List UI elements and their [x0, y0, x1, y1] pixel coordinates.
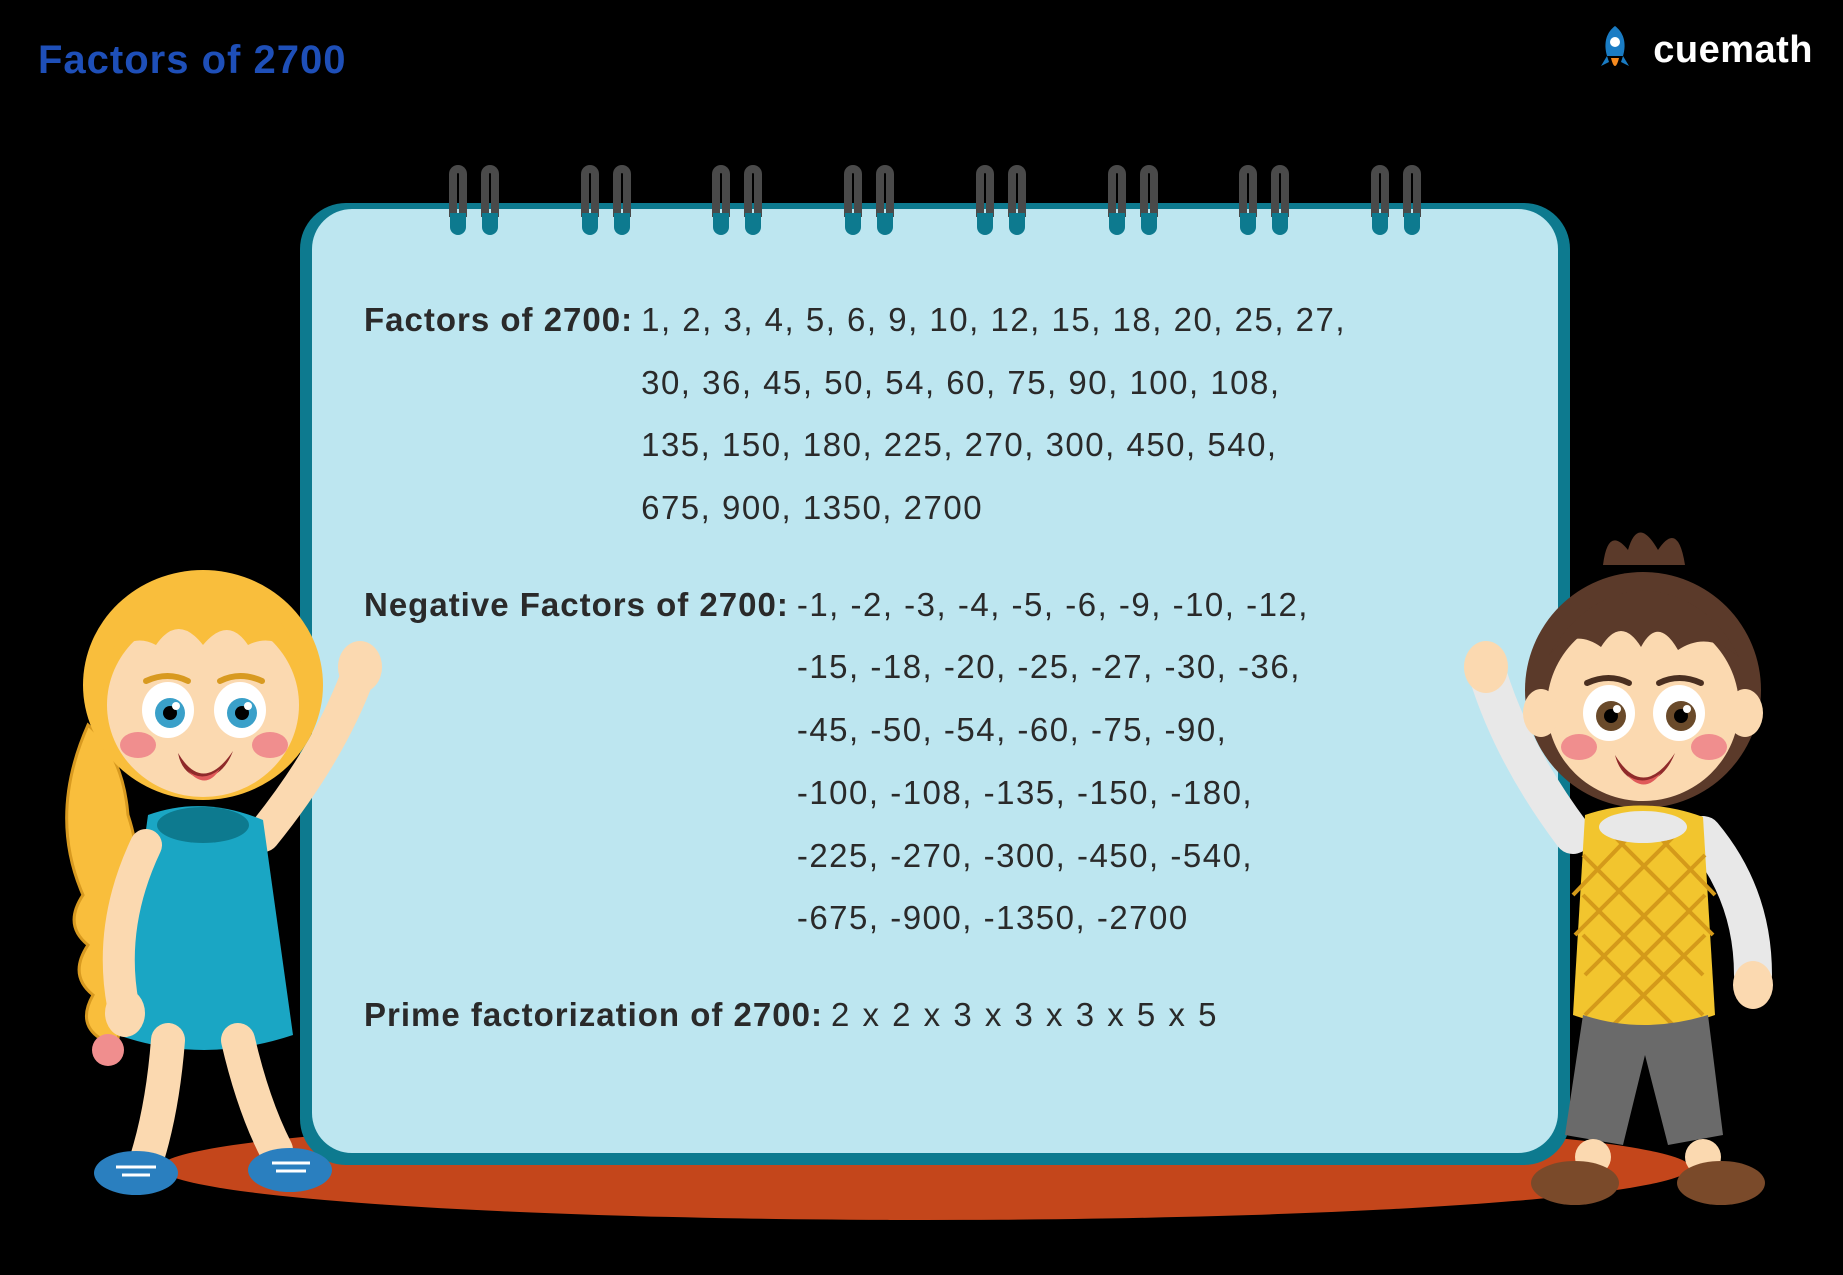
prime-value: 2 x 2 x 3 x 3 x 3 x 5 x 5 [831, 984, 1219, 1047]
factors-line: 135, 150, 180, 225, 270, 300, 450, 540, [641, 414, 1346, 477]
brand-logo: cuemath [1587, 22, 1813, 78]
factors-line: 675, 900, 1350, 2700 [641, 477, 1346, 540]
negative-line: -100, -108, -135, -150, -180, [797, 762, 1309, 825]
notepad: Factors of 2700: 1, 2, 3, 4, 5, 6, 9, 10… [300, 165, 1570, 1165]
character-boy [1453, 495, 1823, 1215]
negative-line: -225, -270, -300, -450, -540, [797, 825, 1309, 888]
factors-line: 30, 36, 45, 50, 54, 60, 75, 90, 100, 108… [641, 352, 1346, 415]
prime-factorization-section: Prime factorization of 2700: 2 x 2 x 3 x… [364, 984, 1506, 1047]
factors-line: 1, 2, 3, 4, 5, 6, 9, 10, 12, 15, 18, 20,… [641, 289, 1346, 352]
factors-label: Factors of 2700: [364, 289, 633, 352]
prime-label: Prime factorization of 2700: [364, 984, 823, 1047]
negative-line: -45, -50, -54, -60, -75, -90, [797, 699, 1309, 762]
negative-line: -15, -18, -20, -25, -27, -30, -36, [797, 636, 1309, 699]
character-girl [28, 495, 388, 1215]
negative-factors-section: Negative Factors of 2700: -1, -2, -3, -4… [364, 574, 1506, 950]
negative-line: -1, -2, -3, -4, -5, -6, -9, -10, -12, [797, 574, 1309, 637]
page-title: Factors of 2700 [38, 38, 346, 83]
negative-line: -675, -900, -1350, -2700 [797, 887, 1309, 950]
negative-factors-label: Negative Factors of 2700: [364, 574, 789, 637]
rocket-icon [1587, 22, 1643, 78]
factors-section: Factors of 2700: 1, 2, 3, 4, 5, 6, 9, 10… [364, 289, 1506, 540]
brand-text: cuemath [1653, 29, 1813, 72]
notepad-spiral-binding [300, 165, 1570, 241]
notepad-page: Factors of 2700: 1, 2, 3, 4, 5, 6, 9, 10… [312, 209, 1558, 1153]
negative-factors-values: -1, -2, -3, -4, -5, -6, -9, -10, -12, -1… [797, 574, 1309, 950]
factors-values: 1, 2, 3, 4, 5, 6, 9, 10, 12, 15, 18, 20,… [641, 289, 1346, 540]
